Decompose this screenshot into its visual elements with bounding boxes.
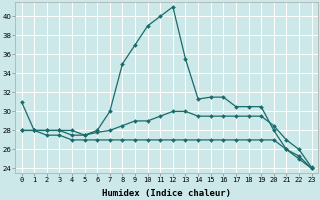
X-axis label: Humidex (Indice chaleur): Humidex (Indice chaleur) <box>102 189 231 198</box>
